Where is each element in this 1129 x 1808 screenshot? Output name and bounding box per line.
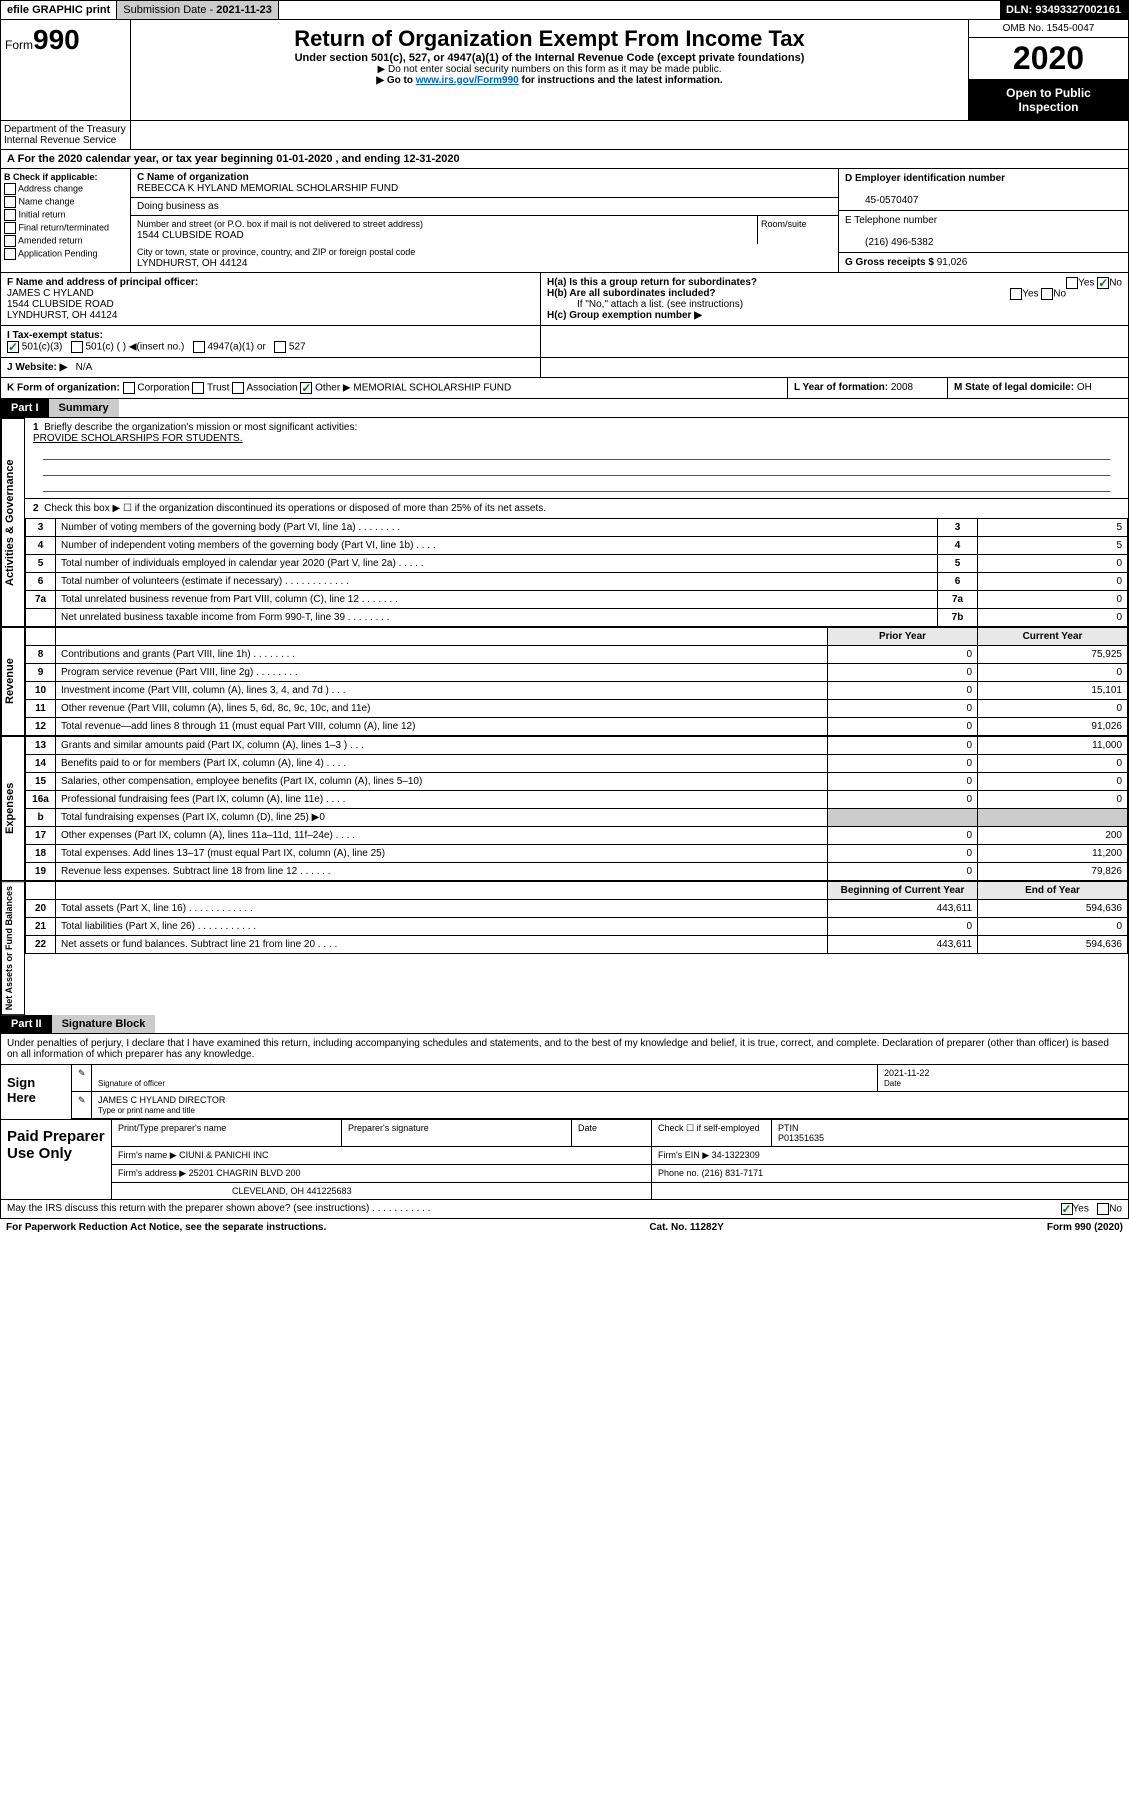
table-row: 12Total revenue—add lines 8 through 11 (… xyxy=(26,718,1128,736)
form-title-center: Return of Organization Exempt From Incom… xyxy=(131,20,968,120)
table-row: 11Other revenue (Part VIII, column (A), … xyxy=(26,700,1128,718)
table-row: 15Salaries, other compensation, employee… xyxy=(26,773,1128,791)
submission-date: Submission Date - 2021-11-23 xyxy=(117,1,279,19)
irs-discuss-row: May the IRS discuss this return with the… xyxy=(0,1200,1129,1219)
part2-header: Part IISignature Block xyxy=(0,1015,1129,1034)
box-h: H(a) Is this a group return for subordin… xyxy=(541,273,1128,325)
table-row: 5Total number of individuals employed in… xyxy=(26,555,1128,573)
table-row: Net unrelated business taxable income fr… xyxy=(26,609,1128,627)
top-header: efile GRAPHIC print Submission Date - 20… xyxy=(0,0,1129,20)
form-title-row: Form990 Return of Organization Exempt Fr… xyxy=(0,20,1129,121)
table-row: 16aProfessional fundraising fees (Part I… xyxy=(26,791,1128,809)
side-label-rev: Revenue xyxy=(1,627,25,736)
box-f: F Name and address of principal officer:… xyxy=(1,273,541,325)
irs-link[interactable]: www.irs.gov/Form990 xyxy=(416,75,519,86)
box-b-option[interactable]: Amended return xyxy=(4,235,127,247)
box-b-option[interactable]: Application Pending xyxy=(4,248,127,260)
form-subtitle-1: Under section 501(c), 527, or 4947(a)(1)… xyxy=(137,52,962,64)
dept-treasury: Department of the Treasury Internal Reve… xyxy=(1,121,131,149)
sign-block: Sign Here ✎ Signature of officer 2021-11… xyxy=(0,1065,1129,1120)
section-fh: F Name and address of principal officer:… xyxy=(0,273,1129,326)
row-j: J Website: ▶ N/A xyxy=(0,358,1129,378)
box-c: C Name of organizationREBECCA K HYLAND M… xyxy=(131,169,838,272)
period-row: A For the 2020 calendar year, or tax yea… xyxy=(0,150,1129,169)
table-row: 21Total liabilities (Part X, line 26) . … xyxy=(26,918,1128,936)
netassets-section: Net Assets or Fund Balances Beginning of… xyxy=(0,881,1129,1015)
governance-table: 3Number of voting members of the governi… xyxy=(25,518,1128,627)
room-suite: Room/suite xyxy=(758,216,838,244)
perjury-statement: Under penalties of perjury, I declare th… xyxy=(0,1034,1129,1065)
open-public: Open to Public Inspection xyxy=(969,80,1128,120)
form-title: Return of Organization Exempt From Incom… xyxy=(137,26,962,52)
side-label-exp: Expenses xyxy=(1,736,25,881)
form-right-box: OMB No. 1545-0047 2020 Open to Public In… xyxy=(968,20,1128,120)
row-i: I Tax-exempt status: 501(c)(3) 501(c) ( … xyxy=(0,326,1129,358)
expenses-section: Expenses 13Grants and similar amounts pa… xyxy=(0,736,1129,881)
table-row: bTotal fundraising expenses (Part IX, co… xyxy=(26,809,1128,827)
side-label-na: Net Assets or Fund Balances xyxy=(1,881,25,1015)
table-row: 14Benefits paid to or for members (Part … xyxy=(26,755,1128,773)
table-row: 6Total number of volunteers (estimate if… xyxy=(26,573,1128,591)
table-row: 18Total expenses. Add lines 13–17 (must … xyxy=(26,845,1128,863)
table-row: 7aTotal unrelated business revenue from … xyxy=(26,591,1128,609)
dept-row: Department of the Treasury Internal Reve… xyxy=(0,121,1129,150)
table-row: 17Other expenses (Part IX, column (A), l… xyxy=(26,827,1128,845)
omb-number: OMB No. 1545-0047 xyxy=(969,20,1128,38)
efile-label: efile GRAPHIC print xyxy=(1,1,117,19)
box-b-option[interactable]: Name change xyxy=(4,196,127,208)
table-row: 22Net assets or fund balances. Subtract … xyxy=(26,936,1128,954)
revenue-section: Revenue Prior YearCurrent Year8Contribut… xyxy=(0,627,1129,736)
sign-here-label: Sign Here xyxy=(1,1065,71,1119)
table-row: 20Total assets (Part X, line 16) . . . .… xyxy=(26,900,1128,918)
table-row: 10Investment income (Part VIII, column (… xyxy=(26,682,1128,700)
paid-preparer-label: Paid Preparer Use Only xyxy=(1,1120,111,1199)
box-b-option[interactable]: Final return/terminated xyxy=(4,222,127,234)
dln: DLN: 93493327002161 xyxy=(1000,1,1128,19)
netassets-table: Beginning of Current YearEnd of Year20To… xyxy=(25,881,1128,954)
form-subtitle-2: ▶ Do not enter social security numbers o… xyxy=(137,64,962,75)
side-label-ag: Activities & Governance xyxy=(1,418,25,627)
table-row: 4Number of independent voting members of… xyxy=(26,537,1128,555)
form-subtitle-3: ▶ Go to www.irs.gov/Form990 for instruct… xyxy=(137,75,962,86)
table-row: 13Grants and similar amounts paid (Part … xyxy=(26,737,1128,755)
dept-center xyxy=(131,121,1128,149)
tax-year: 2020 xyxy=(969,38,1128,80)
box-b-option[interactable]: Initial return xyxy=(4,209,127,221)
section-b-block: B Check if applicable: Address change Na… xyxy=(0,169,1129,273)
activities-governance-section: Activities & Governance 1 Briefly descri… xyxy=(0,418,1129,627)
paperwork-footer: For Paperwork Reduction Act Notice, see … xyxy=(0,1219,1129,1236)
form-number-box: Form990 xyxy=(1,20,131,120)
pen-icon: ✎ xyxy=(78,1095,86,1105)
pen-icon: ✎ xyxy=(78,1068,86,1078)
preparer-block: Paid Preparer Use Only Print/Type prepar… xyxy=(0,1120,1129,1200)
part1-header: Part ISummary xyxy=(0,399,1129,418)
box-b-option[interactable]: Address change xyxy=(4,183,127,195)
table-row: 9Program service revenue (Part VIII, lin… xyxy=(26,664,1128,682)
expenses-table: 13Grants and similar amounts paid (Part … xyxy=(25,736,1128,881)
table-row: 8Contributions and grants (Part VIII, li… xyxy=(26,646,1128,664)
row-klm: K Form of organization: Corporation Trus… xyxy=(0,378,1129,399)
table-row: 19Revenue less expenses. Subtract line 1… xyxy=(26,863,1128,881)
table-row: 3Number of voting members of the governi… xyxy=(26,519,1128,537)
revenue-table: Prior YearCurrent Year8Contributions and… xyxy=(25,627,1128,736)
boxes-deg: D Employer identification number45-05704… xyxy=(838,169,1128,272)
box-b: B Check if applicable: Address change Na… xyxy=(1,169,131,272)
